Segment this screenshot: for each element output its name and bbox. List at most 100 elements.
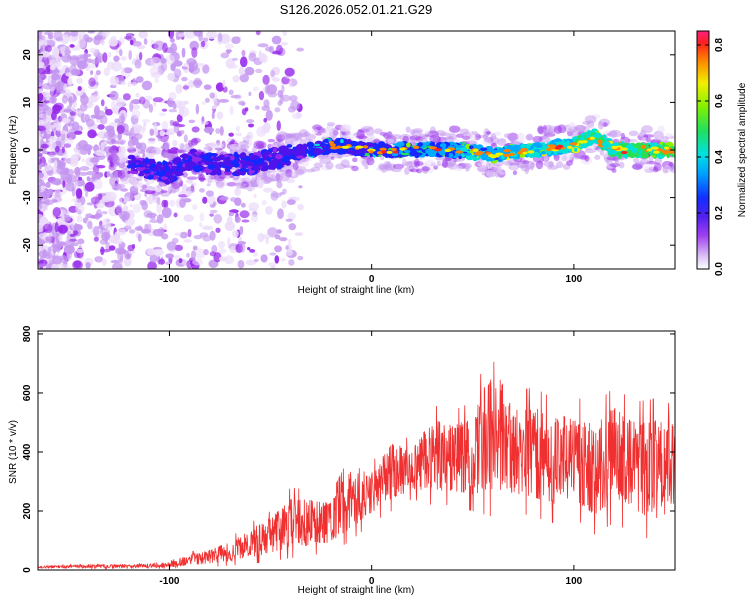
heatmap-cell (643, 134, 654, 138)
heatmap-cell (141, 80, 153, 91)
heatmap-cell (480, 147, 488, 152)
heatmap-cell (383, 133, 396, 140)
heatmap-cell (238, 141, 250, 146)
heatmap-cell (253, 165, 261, 171)
heatmap-cell (174, 244, 184, 251)
heatmap-cell (503, 149, 511, 153)
heatmap-cell (207, 164, 216, 170)
heatmap-cell (179, 231, 188, 239)
heatmap-cell (226, 50, 231, 54)
heatmap-cell (52, 244, 57, 255)
heatmap-cell (183, 134, 188, 143)
heatmap-cell (192, 245, 198, 251)
heatmap-cell (153, 248, 165, 257)
heatmap-cell (192, 165, 202, 173)
heatmap-cell (490, 133, 497, 141)
heatmap-cell (261, 199, 267, 206)
heatmap-cell (94, 256, 104, 263)
heatmap-cell (165, 261, 172, 265)
heatmap-cell (234, 187, 240, 197)
heatmap-cell (453, 165, 463, 172)
heatmap-cell (247, 247, 251, 251)
heatmap-cell (111, 183, 122, 191)
heatmap-cell (268, 45, 275, 54)
heatmap-cell (65, 182, 77, 192)
heatmap-cell (257, 43, 269, 48)
heatmap-cell (201, 162, 206, 166)
heatmap-cell (85, 36, 93, 43)
colorbar-tick-label: 0.4 (714, 150, 725, 164)
heatmap-cell (160, 176, 169, 180)
heatmap-cell (47, 33, 52, 37)
heatmap-cell (87, 221, 93, 230)
heatmap-cell (255, 31, 261, 36)
heatmap-cell (289, 149, 297, 155)
heatmap-cell (289, 95, 298, 102)
heatmap-cell (53, 159, 58, 169)
heatmap-cell (58, 234, 63, 242)
heatmap-cell (174, 232, 182, 236)
heatmap-cell (267, 138, 275, 143)
heatmap-cell (182, 85, 190, 90)
heatmap-cell (230, 94, 241, 99)
heatmap-cell (584, 154, 590, 162)
heatmap-cell (232, 229, 239, 238)
heatmap-cell (120, 56, 127, 61)
heatmap-cell (149, 66, 160, 76)
heatmap-cell (146, 212, 157, 218)
heatmap-cell (252, 152, 259, 156)
colorbar: 0.0 0.2 0.4 0.6 0.8 Normalized spectral ampl… (696, 30, 748, 276)
heatmap-cell (281, 200, 287, 209)
snr-series-line (38, 361, 675, 570)
heatmap-cell (198, 222, 203, 228)
heatmap-cell (469, 145, 474, 150)
heatmap-cell (38, 125, 46, 132)
heatmap-cell (584, 149, 596, 154)
heatmap-cell (135, 76, 144, 83)
heatmap-cell (198, 173, 206, 183)
heatmap-cell (429, 146, 438, 150)
heatmap-cell (285, 146, 289, 153)
heatmap-cell (159, 57, 167, 64)
heatmap-cell (127, 160, 132, 164)
heatmap-cell (245, 161, 254, 167)
heatmap-cell (77, 38, 87, 49)
heatmap-cell (172, 171, 177, 175)
heatmap-cell (80, 94, 89, 105)
heatmap-cell (187, 139, 194, 148)
heatmap-cell (381, 150, 387, 154)
heatmap-cell (109, 75, 120, 86)
heatmap-cell (471, 131, 478, 136)
heatmap-cell (57, 224, 68, 234)
heatmap-cell (87, 31, 96, 34)
heatmap-cell (42, 92, 49, 98)
heatmap-cell (340, 159, 350, 168)
heatmap-cell (662, 166, 669, 174)
heatmap-cell (265, 109, 273, 121)
heatmap-cell (344, 130, 351, 136)
heatmap-cell (287, 212, 296, 221)
heatmap-cell (175, 83, 183, 94)
heatmap-cell (122, 93, 131, 101)
heatmap-cell (73, 166, 81, 176)
heatmap-cell (586, 140, 593, 147)
heatmap-cell (409, 168, 420, 173)
colorbar-tick-label: 0.0 (714, 262, 725, 276)
heatmap-cell (293, 132, 304, 140)
heatmap-cell (275, 44, 283, 56)
heatmap-cell (104, 130, 116, 140)
heatmap-cell (468, 154, 472, 160)
heatmap-cell (393, 150, 399, 154)
heatmap-cell (84, 114, 91, 123)
heatmap-cell (79, 171, 88, 176)
heatmap-cell (185, 179, 193, 184)
heatmap-cell (49, 95, 57, 104)
heatmap-cell (200, 120, 209, 126)
heatmap-cell (54, 117, 63, 124)
heatmap-cell (108, 245, 116, 251)
heatmap-cell (494, 165, 504, 173)
heatmap-cell (560, 129, 566, 134)
heatmap-cell (170, 37, 175, 43)
heatmap-cell (215, 82, 225, 92)
heatmap-cell (154, 77, 159, 84)
